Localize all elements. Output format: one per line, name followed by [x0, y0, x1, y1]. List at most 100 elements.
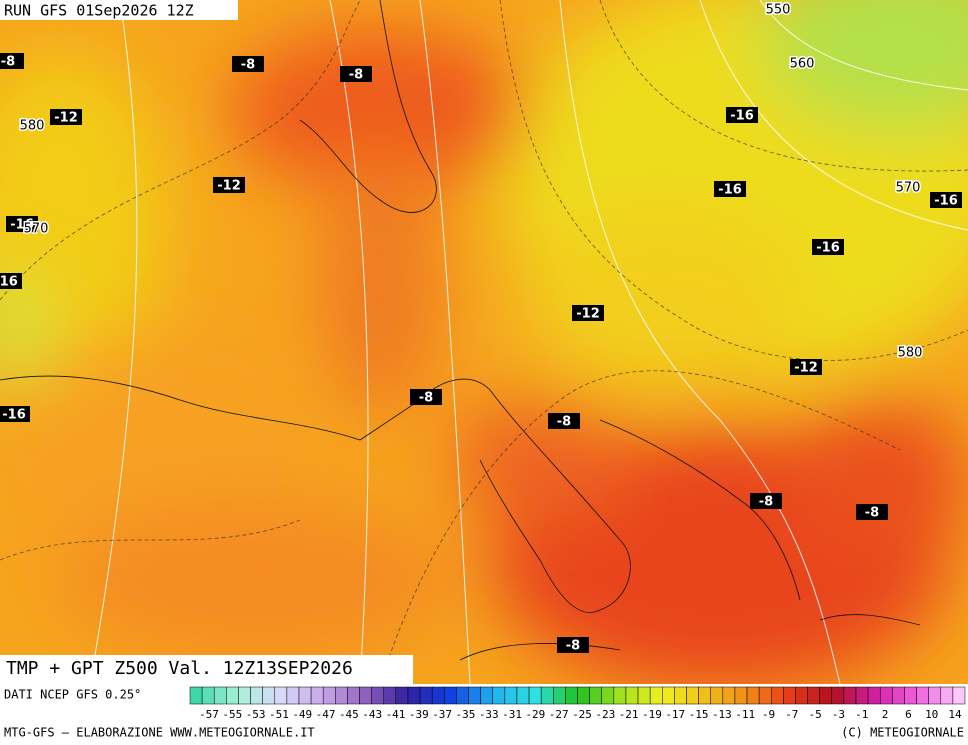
scale-label: 6	[905, 708, 912, 721]
height-label: 570	[24, 222, 49, 237]
scale-label: -23	[595, 708, 615, 721]
temp-label: -8	[419, 391, 433, 406]
temp-label-box	[557, 637, 589, 653]
temp-label-box	[0, 273, 22, 289]
temp-label: -8	[759, 495, 773, 510]
scale-label: -51	[269, 708, 289, 721]
scale-label: -17	[665, 708, 685, 721]
title-box	[0, 655, 413, 684]
color-swatch	[189, 686, 203, 705]
color-swatch	[492, 686, 506, 705]
scale-label: -19	[642, 708, 662, 721]
scale-label: -15	[689, 708, 709, 721]
color-swatch	[807, 686, 820, 705]
temp-label: -12	[217, 179, 241, 194]
temp-label: -12	[794, 361, 818, 376]
temp-label-box	[726, 107, 758, 123]
color-swatch	[298, 686, 312, 705]
color-swatch	[468, 686, 481, 705]
color-swatch	[710, 686, 724, 705]
temp-label-box	[790, 359, 822, 375]
scale-label: 14	[948, 708, 962, 721]
map-field: -8 -8 -8 -8 -8 -8 -8 -8 -12 -12 -12 -12 -16 -16 -16 -16…	[0, 0, 968, 684]
temp-label: -16	[2, 408, 26, 423]
temp-label-box	[340, 66, 372, 82]
color-swatch	[226, 686, 239, 705]
scale-label: -43	[362, 708, 382, 721]
color-swatch	[662, 686, 675, 705]
temp-label-box	[714, 181, 746, 197]
temp-label: -16	[934, 194, 958, 209]
run-box	[0, 0, 238, 20]
color-swatch	[649, 686, 663, 705]
color-swatch	[928, 686, 942, 705]
color-swatch	[771, 686, 784, 705]
height-label: 570	[896, 181, 921, 196]
color-swatch	[553, 686, 566, 705]
color-swatch	[238, 686, 251, 705]
color-swatch	[516, 686, 530, 705]
color-swatch	[746, 686, 760, 705]
temp-label-box	[856, 504, 888, 520]
temp-label: -16	[718, 183, 742, 198]
scale-label: -33	[479, 708, 499, 721]
temp-label-box	[50, 109, 82, 125]
scale-label: -41	[386, 708, 406, 721]
color-swatch	[395, 686, 409, 705]
temp-label: -16	[816, 241, 840, 256]
height-label: 560	[790, 57, 815, 72]
temp-label-box	[930, 192, 962, 208]
scale-label: -57	[199, 708, 219, 721]
color-swatch	[310, 686, 324, 705]
color-swatch	[456, 686, 469, 705]
color-swatch	[819, 686, 833, 705]
color-swatch	[528, 686, 542, 705]
color-swatch	[831, 686, 845, 705]
color-swatch	[383, 686, 397, 705]
color-swatch	[734, 686, 748, 705]
color-swatch	[940, 686, 954, 705]
scale-label: -39	[409, 708, 429, 721]
temp-label-box	[0, 406, 30, 422]
scale-label: -11	[735, 708, 755, 721]
scale-label: -55	[222, 708, 242, 721]
color-swatch	[213, 686, 227, 705]
temp-label: -16	[0, 275, 18, 290]
color-swatch	[286, 686, 300, 705]
color-swatch	[589, 686, 602, 705]
color-swatch	[359, 686, 372, 705]
scale-label: -31	[502, 708, 522, 721]
color-swatch	[540, 686, 554, 705]
color-swatch	[335, 686, 348, 705]
credit-label: MTG-GFS – ELABORAZIONE WWW.METEOGIORNALE…	[4, 726, 315, 740]
temp-label: -8	[1, 55, 15, 70]
temp-label-box	[213, 177, 245, 193]
copyright-label: (C) METEOGIORNALE	[841, 726, 964, 740]
height-label: 580	[20, 119, 45, 134]
scale-label: -3	[832, 708, 845, 721]
temp-label: -8	[557, 415, 571, 430]
scale-label: -5	[809, 708, 822, 721]
temp-label-box	[548, 413, 580, 429]
temp-label-box	[572, 305, 604, 321]
color-swatch	[795, 686, 808, 705]
color-swatch	[371, 686, 384, 705]
temp-label-box	[232, 56, 264, 72]
temp-label: -8	[241, 58, 255, 73]
color-swatch	[601, 686, 615, 705]
temp-label: -16	[10, 218, 34, 233]
scale-label: -21	[619, 708, 639, 721]
color-swatch	[419, 686, 433, 705]
color-swatch	[843, 686, 857, 705]
scale-label: -37	[432, 708, 452, 721]
color-swatch	[855, 686, 869, 705]
temp-label-box	[410, 389, 442, 405]
scale-label: -25	[572, 708, 592, 721]
color-swatch	[625, 686, 639, 705]
color-swatch	[686, 686, 699, 705]
height-label: 550	[766, 3, 791, 18]
color-swatch	[637, 686, 651, 705]
temp-label: -12	[54, 111, 78, 126]
scale-label: -1	[855, 708, 868, 721]
